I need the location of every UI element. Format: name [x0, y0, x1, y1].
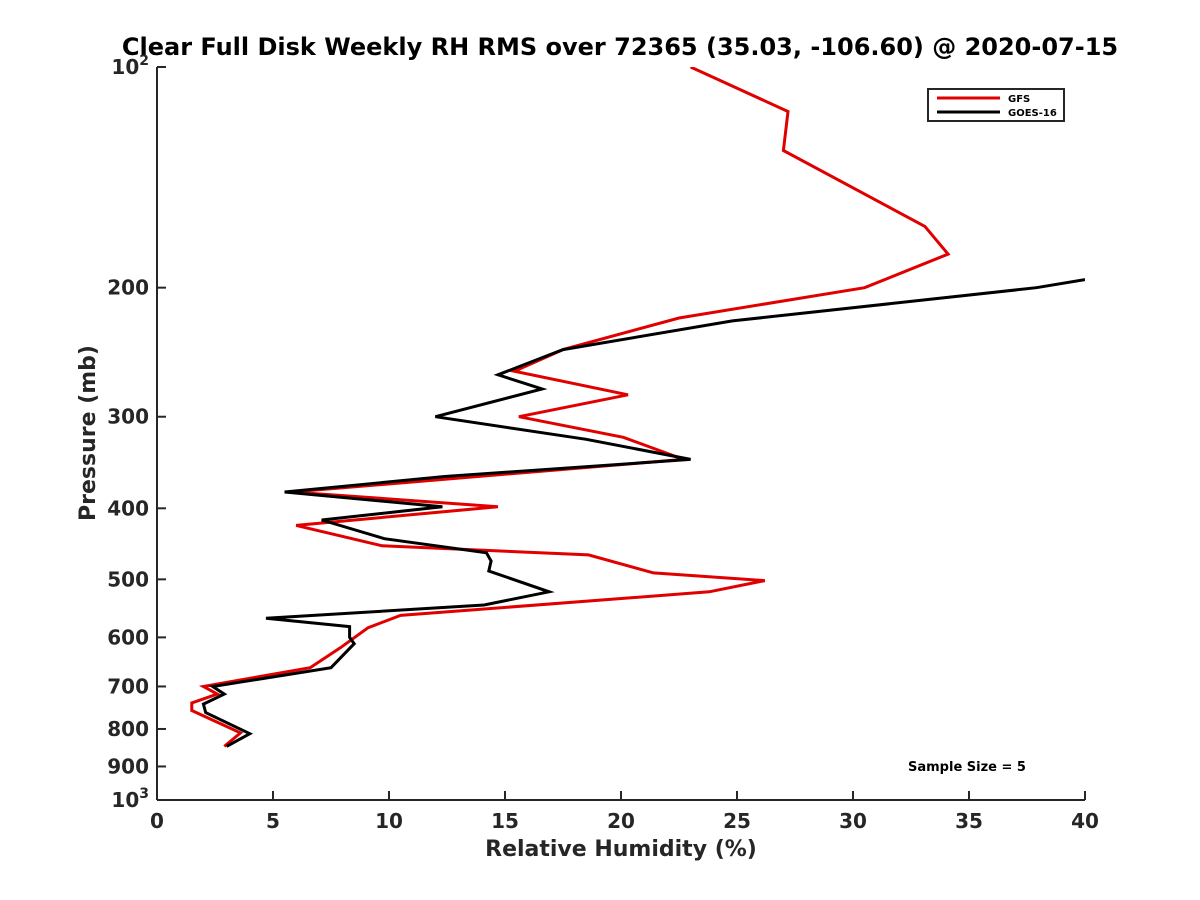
x-tick-label: 35	[955, 809, 983, 833]
series-line-gfs	[190, 67, 951, 748]
chart-title: Clear Full Disk Weekly RH RMS over 72365…	[122, 33, 1118, 61]
plot-area: 0 5 10 15 20 25 30 35 40 102 200 300 400 500 600 700 800…	[107, 53, 1099, 833]
y-tick-label: 200	[107, 276, 149, 300]
legend-label: GOES-16	[1008, 108, 1057, 119]
y-tick-label: 900	[107, 754, 149, 778]
y-tick-label: 103	[111, 786, 149, 812]
x-tick-label: 0	[150, 809, 164, 833]
x-tick-label: 40	[1071, 809, 1099, 833]
legend-label: GFS	[1008, 94, 1030, 105]
x-tick-label: 20	[607, 809, 635, 833]
x-tick-label: 30	[839, 809, 867, 833]
y-tick-label: 300	[107, 405, 149, 429]
x-tick-label: 10	[375, 809, 403, 833]
x-tick-label: 5	[266, 809, 280, 833]
y-tick-label: 700	[107, 674, 149, 698]
sample-size-annotation: Sample Size = 5	[908, 760, 1026, 775]
y-tick-label: 400	[107, 496, 149, 520]
x-tick-label: 25	[723, 809, 751, 833]
x-axis-label: Relative Humidity (%)	[485, 837, 757, 862]
y-tick-label: 102	[111, 53, 149, 79]
series-line-goes-16	[201, 278, 1085, 748]
x-tick-label: 15	[491, 809, 519, 833]
y-tick-label: 600	[107, 625, 149, 649]
y-tick-label: 800	[107, 717, 149, 741]
y-axis-label: Pressure (mb)	[76, 345, 101, 521]
y-tick-label: 500	[107, 567, 149, 591]
legend-box	[927, 88, 1065, 122]
